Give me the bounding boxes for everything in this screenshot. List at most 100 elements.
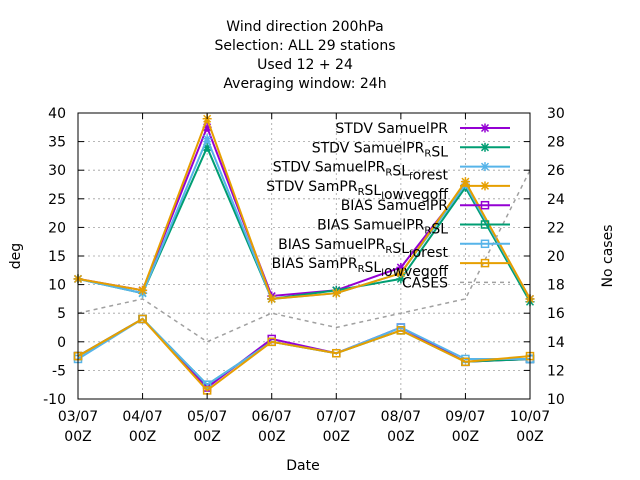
x-tick-label: 00Z xyxy=(323,429,350,445)
legend-label-part: R xyxy=(424,226,431,237)
y2-tick-label: 26 xyxy=(547,163,565,179)
legend-label-part: R xyxy=(385,245,392,256)
x-tick-label: 07/07 xyxy=(316,409,356,425)
data-point xyxy=(461,357,470,367)
y-tick-label: 0 xyxy=(57,335,66,351)
x-axis-ticks: 03/07 00Z 04/07 00Z 05/07 00Z 06/07 00Z 07/07 00Z… xyxy=(58,113,550,445)
data-point xyxy=(396,326,406,335)
legend-label: STDV SamPRRSLlowvegoff xyxy=(266,179,448,203)
data-point xyxy=(138,314,147,324)
legend-label: BIAS SamuelPRRSLforest xyxy=(278,237,448,261)
series-line xyxy=(77,317,530,386)
y-tick-label: 15 xyxy=(48,249,66,265)
legend-label-part: SL xyxy=(392,241,409,257)
legend-entry: STDV SamuelPR xyxy=(335,121,510,137)
legend-entry: BIAS SamuelPRRSLforest xyxy=(278,237,510,261)
legend-label-part: orest xyxy=(413,168,449,184)
legend-label-part: owvegoff xyxy=(384,187,448,203)
y2-tick-label: 10 xyxy=(547,392,565,408)
series-6 xyxy=(73,314,535,389)
legend-label-part: BIAS SamuelPR xyxy=(317,218,425,234)
legend-entry: STDV SamuelPRRSL xyxy=(312,140,510,160)
x-tick-label: 10/07 xyxy=(510,409,550,425)
legend-label-part: owvegoff xyxy=(384,264,448,280)
legend-label: CASES xyxy=(402,275,448,291)
y-tick-label: 5 xyxy=(57,306,66,322)
y2-tick-label: 14 xyxy=(547,335,565,351)
legend-entry: STDV SamPRRSLlowvegoff xyxy=(266,179,510,203)
y2-tick-label: 12 xyxy=(547,363,565,379)
series-7 xyxy=(73,314,535,389)
legend-label-part: BIAS SamuelPR xyxy=(278,237,386,253)
legend-label-part: l xyxy=(381,191,384,202)
legend-entry: BIAS SamuelPRRSL xyxy=(317,218,510,238)
data-point xyxy=(460,177,470,187)
y2-axis-label: No cases xyxy=(600,225,616,288)
series-line xyxy=(77,115,531,300)
legend-label-part: R xyxy=(424,148,431,159)
chart-title-line: Wind direction 200hPa xyxy=(226,19,383,35)
legend-label-part: SL xyxy=(365,183,382,199)
legend-label-part: R xyxy=(358,264,365,275)
legend-label: BIAS SamuelPRRSL xyxy=(317,218,448,238)
y-tick-label: 25 xyxy=(48,192,66,208)
x-tick-label: 00Z xyxy=(129,429,156,445)
data-point xyxy=(480,142,490,152)
series-line xyxy=(77,317,531,386)
x-tick-label: 09/07 xyxy=(445,409,485,425)
chart-title-line: Selection: ALL 29 stations xyxy=(214,38,395,54)
x-tick-label: 00Z xyxy=(452,429,479,445)
legend-entry: CASES xyxy=(402,275,510,291)
series-8 xyxy=(73,314,535,395)
y2-axis-ticks: 10 12 14 16 18 20 22 24 26 28 30 xyxy=(524,106,565,408)
legend-label-part: f xyxy=(409,172,413,183)
y-axis-label: deg xyxy=(8,243,24,269)
y-tick-label: -5 xyxy=(52,363,66,379)
legend-label-part: orest xyxy=(413,245,449,261)
y2-tick-label: 20 xyxy=(547,249,565,265)
legend-label: BIAS SamPRRSLlowvegoff xyxy=(272,256,449,280)
data-point xyxy=(480,162,490,172)
data-point xyxy=(480,239,490,249)
x-tick-label: 06/07 xyxy=(252,409,292,425)
y2-tick-label: 16 xyxy=(547,306,565,322)
legend-label: STDV SamuelPRRSL xyxy=(312,140,448,160)
series-9 xyxy=(77,169,531,343)
x-tick-label: 03/07 xyxy=(58,409,98,425)
legend-label: BIAS SamuelPR xyxy=(341,198,449,214)
legend-label-part: BIAS SamuelPR xyxy=(341,198,449,214)
grid xyxy=(78,113,530,399)
y2-tick-label: 22 xyxy=(547,220,565,236)
legend-label-part: STDV SamuelPR xyxy=(273,160,386,176)
data-point xyxy=(138,285,148,295)
data-point xyxy=(480,181,490,191)
legend-label-part: STDV SamuelPR xyxy=(312,140,425,156)
y-tick-label: 30 xyxy=(48,163,66,179)
series-line xyxy=(77,317,531,389)
legend-entry: BIAS SamuelPR xyxy=(341,198,510,214)
x-tick-label: 00Z xyxy=(387,429,414,445)
x-tick-label: 00Z xyxy=(516,429,543,445)
legend-label-part: SL xyxy=(365,260,382,276)
data-point xyxy=(331,288,341,298)
series-5 xyxy=(73,314,535,392)
series-line xyxy=(77,317,531,392)
x-tick-label: 08/07 xyxy=(381,409,421,425)
data-point xyxy=(480,258,490,268)
y-tick-label: -10 xyxy=(43,392,66,408)
legend-label-part: R xyxy=(358,187,365,198)
y2-tick-label: 18 xyxy=(547,278,565,294)
y-tick-label: 10 xyxy=(48,278,66,294)
y-tick-label: 35 xyxy=(48,135,66,151)
data-point xyxy=(396,268,406,278)
legend-label-part: R xyxy=(385,168,392,179)
legend-entry: BIAS SamPRRSLlowvegoff xyxy=(272,256,510,280)
legend-label-part: SL xyxy=(431,222,448,238)
data-point xyxy=(267,337,276,347)
legend-label-part: SL xyxy=(431,144,448,160)
chart-title-line: Used 12 + 24 xyxy=(257,57,353,73)
x-tick-label: 04/07 xyxy=(122,409,162,425)
data-point xyxy=(267,294,277,304)
legend-label-part: BIAS SamPR xyxy=(272,256,358,272)
legend-label-part: CASES xyxy=(402,275,448,291)
